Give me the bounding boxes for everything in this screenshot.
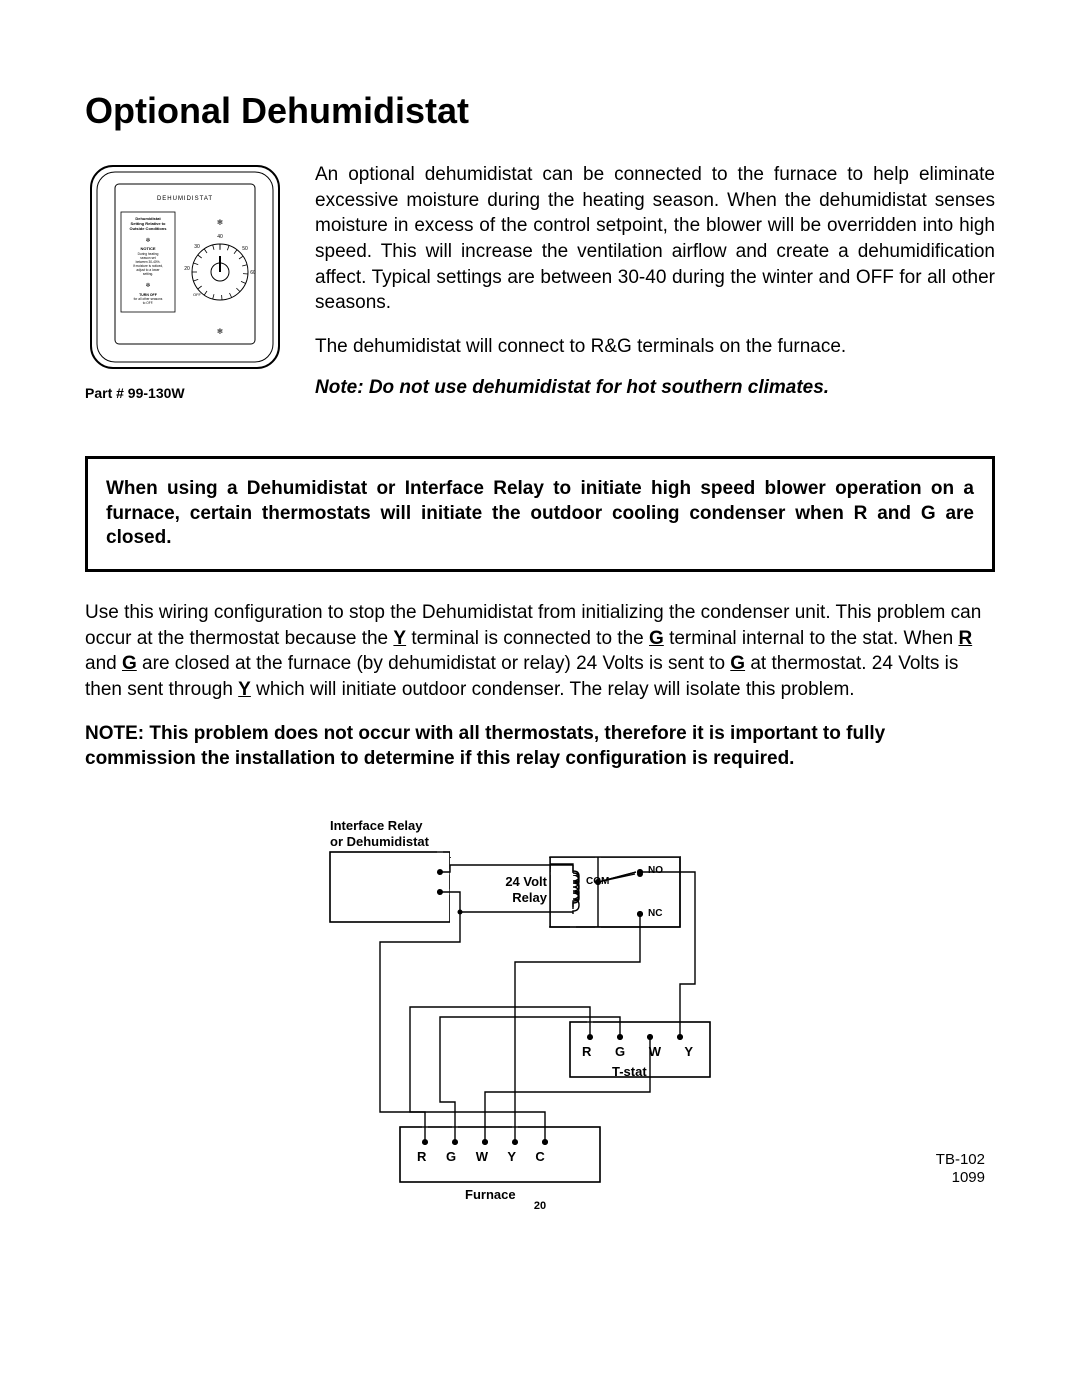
wiring-diagram: Interface Relay or Dehumidistat 24 Volt … xyxy=(85,812,995,1212)
svg-text:DEHUMIDISTAT: DEHUMIDISTAT xyxy=(157,196,213,202)
note-bold: NOTE: This problem does not occur with a… xyxy=(85,721,995,772)
body-seg5: are closed at the furnace (by dehumidist… xyxy=(137,653,731,674)
footer-code1: TB-102 xyxy=(936,1151,985,1169)
intro-note: Note: Do not use dehumidistat for hot so… xyxy=(315,377,995,399)
body-u4: G xyxy=(122,653,137,674)
device-column: DEHUMIDISTAT Dehumidistat Setting Relati… xyxy=(85,162,285,401)
page: Optional Dehumidistat DEHUMIDISTAT Dehum… xyxy=(0,0,1080,1397)
body-u6: Y xyxy=(238,679,251,700)
svg-text:❄: ❄ xyxy=(217,327,224,336)
dehumidistat-drawing: DEHUMIDISTAT Dehumidistat Setting Relati… xyxy=(85,162,285,372)
svg-text:OFF: OFF xyxy=(193,292,202,297)
body-u3: R xyxy=(958,628,972,649)
body-seg3: terminal internal to the stat. When xyxy=(664,628,959,649)
svg-text:Outside Conditions: Outside Conditions xyxy=(130,226,168,231)
body-u5: G xyxy=(730,653,745,674)
body-u1: Y xyxy=(393,628,406,649)
intro-row: DEHUMIDISTAT Dehumidistat Setting Relati… xyxy=(85,162,995,401)
body-paragraph: Use this wiring configuration to stop th… xyxy=(85,600,995,703)
intro-text-column: An optional dehumidistat can be connecte… xyxy=(315,162,995,399)
intro-p1: An optional dehumidistat can be connecte… xyxy=(315,162,995,316)
page-number: 20 xyxy=(0,1200,1080,1212)
svg-text:NOTICE: NOTICE xyxy=(140,246,155,251)
svg-text:40: 40 xyxy=(217,234,223,240)
svg-text:20: 20 xyxy=(184,266,190,272)
svg-text:❄: ❄ xyxy=(145,282,150,289)
svg-text:60: 60 xyxy=(250,270,256,276)
svg-text:to OFF.: to OFF. xyxy=(143,301,154,305)
svg-text:❄: ❄ xyxy=(217,218,224,227)
body-seg7: which will initiate outdoor condenser. T… xyxy=(251,679,855,700)
footer-code2: 1099 xyxy=(936,1169,985,1187)
body-seg2: terminal is connected to the xyxy=(406,628,649,649)
intro-p2: The dehumidistat will connect to R&G ter… xyxy=(315,334,995,360)
warning-box: When using a Dehumidistat or Interface R… xyxy=(85,456,995,572)
footer-codes: TB-102 1099 xyxy=(936,1151,985,1187)
svg-text:50: 50 xyxy=(242,246,248,252)
body-seg4: and xyxy=(85,653,122,674)
svg-text:30: 30 xyxy=(194,244,200,250)
svg-text:setting.: setting. xyxy=(143,272,153,276)
part-number: Part # 99-130W xyxy=(85,385,285,401)
page-title: Optional Dehumidistat xyxy=(85,90,995,132)
svg-text:❄: ❄ xyxy=(145,237,150,244)
body-u2: G xyxy=(649,628,664,649)
